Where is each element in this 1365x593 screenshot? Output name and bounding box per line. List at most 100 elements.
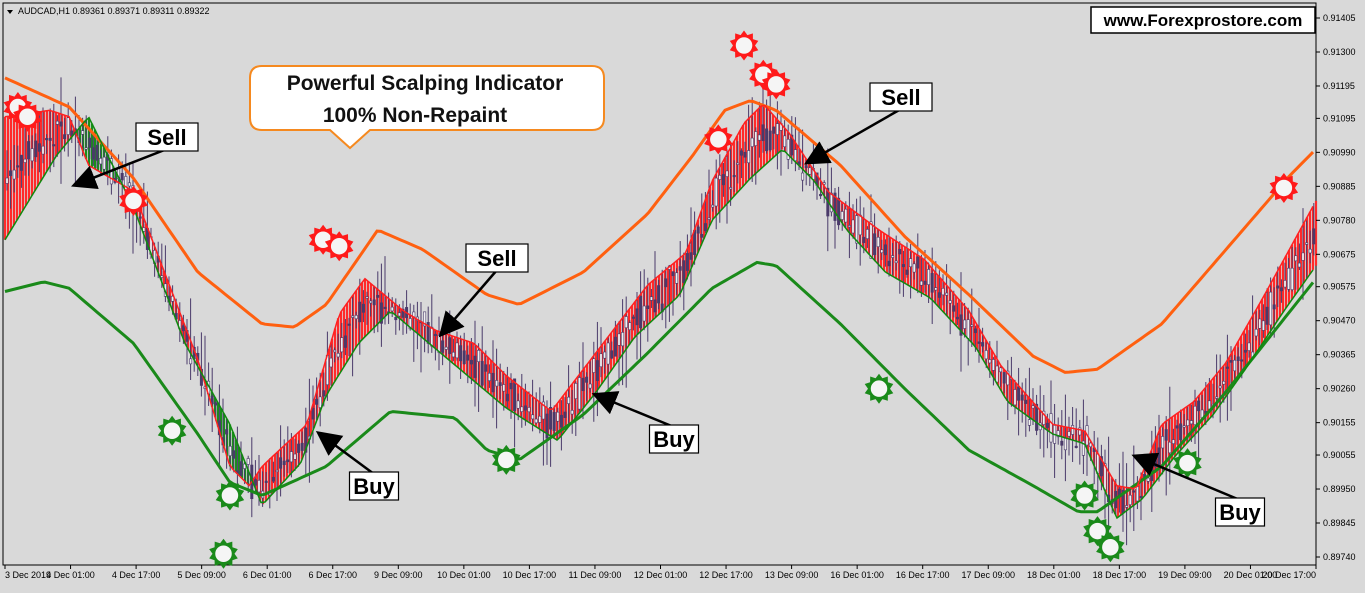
- candle-body: [959, 314, 963, 336]
- symbol-header[interactable]: AUDCAD,H1 0.89361 0.89371 0.89311 0.8932…: [7, 6, 209, 16]
- candle-body: [793, 149, 797, 162]
- candle-body: [300, 442, 304, 451]
- candle-body: [322, 390, 326, 397]
- candle-body: [945, 292, 949, 296]
- candle-body: [59, 121, 63, 127]
- candle-body: [1215, 396, 1219, 399]
- candle-body: [995, 365, 999, 383]
- candle-body: [657, 285, 661, 304]
- x-tick-label: 16 Dec 01:00: [830, 570, 884, 580]
- candle-body: [1078, 427, 1082, 436]
- candle-body: [1261, 320, 1265, 331]
- candle-body: [725, 170, 729, 177]
- candle-body: [19, 154, 23, 171]
- candle-body: [603, 351, 607, 359]
- candle-body: [1045, 422, 1049, 428]
- candle-body: [538, 415, 542, 423]
- candle-body: [318, 396, 322, 408]
- candle-body: [99, 158, 103, 165]
- candle-body: [1312, 228, 1316, 245]
- candle-body: [966, 319, 970, 339]
- sell-signal-icon: [119, 185, 148, 216]
- candle-body: [124, 176, 128, 191]
- watermark-text: www.Forexprostore.com: [1103, 11, 1303, 30]
- candle-body: [1258, 318, 1262, 329]
- x-tick-label: 16 Dec 17:00: [896, 570, 950, 580]
- candle-body: [336, 353, 340, 358]
- candle-body: [297, 443, 301, 453]
- candle-body: [595, 360, 599, 382]
- candle-body: [761, 124, 765, 142]
- candle-body: [469, 359, 473, 365]
- candle-body: [1002, 372, 1006, 384]
- candle-body: [1182, 425, 1186, 428]
- candle-body: [293, 453, 297, 460]
- candle-body: [397, 312, 401, 317]
- candle-body: [707, 217, 711, 220]
- candle-body: [1063, 437, 1067, 451]
- candle-body: [729, 187, 733, 190]
- x-tick-label: 3 Dec 2019: [5, 570, 51, 580]
- candle-body: [1157, 447, 1161, 466]
- candle-body: [703, 223, 707, 232]
- y-tick-label: 0.89950: [1323, 484, 1356, 494]
- candle-body: [1042, 410, 1046, 425]
- candle-body: [487, 372, 491, 381]
- candle-body: [257, 480, 261, 493]
- candle-body: [243, 463, 247, 469]
- candle-body: [865, 229, 869, 239]
- candle-body: [1222, 380, 1226, 385]
- candle-body: [948, 300, 952, 304]
- candle-body: [1125, 505, 1129, 508]
- candle-body: [837, 197, 841, 226]
- collapse-triangle-icon[interactable]: [7, 10, 13, 14]
- candle-body: [1243, 349, 1247, 353]
- buy-signal-icon-core: [496, 450, 517, 470]
- candle-body: [473, 355, 477, 378]
- buy-signal-icon-core: [162, 420, 182, 441]
- candle-body: [739, 150, 743, 156]
- candle-body: [1279, 287, 1283, 292]
- candle-body: [63, 134, 67, 140]
- candle-body: [646, 305, 650, 309]
- candle-body: [963, 319, 967, 329]
- candle-body: [84, 147, 88, 150]
- candle-body: [1132, 490, 1136, 493]
- y-tick-label: 0.91405: [1323, 13, 1356, 23]
- candle-body: [653, 299, 657, 313]
- candle-body: [534, 418, 538, 424]
- candle-body: [1035, 403, 1039, 431]
- plot-frame: [2, 2, 1317, 566]
- headline-line2: 100% Non-Repaint: [323, 104, 507, 127]
- candle-body: [282, 460, 286, 466]
- candle-body: [527, 407, 531, 413]
- candle-body: [930, 273, 934, 293]
- candle-body: [1161, 436, 1165, 449]
- x-tick-label: 11 Dec 09:00: [569, 570, 622, 580]
- y-tick-label: 0.90155: [1323, 418, 1356, 428]
- candle-body: [1060, 440, 1064, 446]
- sell-signal-icon-core: [17, 106, 38, 127]
- headline-line1: Powerful Scalping Indicator: [287, 72, 564, 95]
- x-tick-label: 4 Dec 17:00: [112, 570, 161, 580]
- candle-body: [1308, 248, 1312, 254]
- candle-body: [689, 252, 693, 260]
- candle-body: [1254, 328, 1258, 337]
- candle-body: [189, 358, 193, 365]
- candle-body: [606, 342, 610, 365]
- candle-body: [905, 269, 909, 275]
- y-tick-label: 0.90055: [1323, 450, 1356, 460]
- candle-body: [991, 359, 995, 371]
- candle-body: [833, 192, 837, 221]
- candle-body: [462, 350, 466, 365]
- candle-body: [455, 342, 459, 359]
- candle-body: [1197, 400, 1201, 412]
- candle-body: [225, 429, 229, 435]
- annotation-label: Buy: [653, 427, 695, 452]
- y-tick-label: 0.91300: [1323, 47, 1356, 57]
- candle-body: [570, 410, 574, 415]
- candle-body: [1013, 389, 1017, 406]
- candle-body: [484, 364, 488, 372]
- annotation-box: [348, 471, 400, 501]
- candle-body: [329, 357, 333, 368]
